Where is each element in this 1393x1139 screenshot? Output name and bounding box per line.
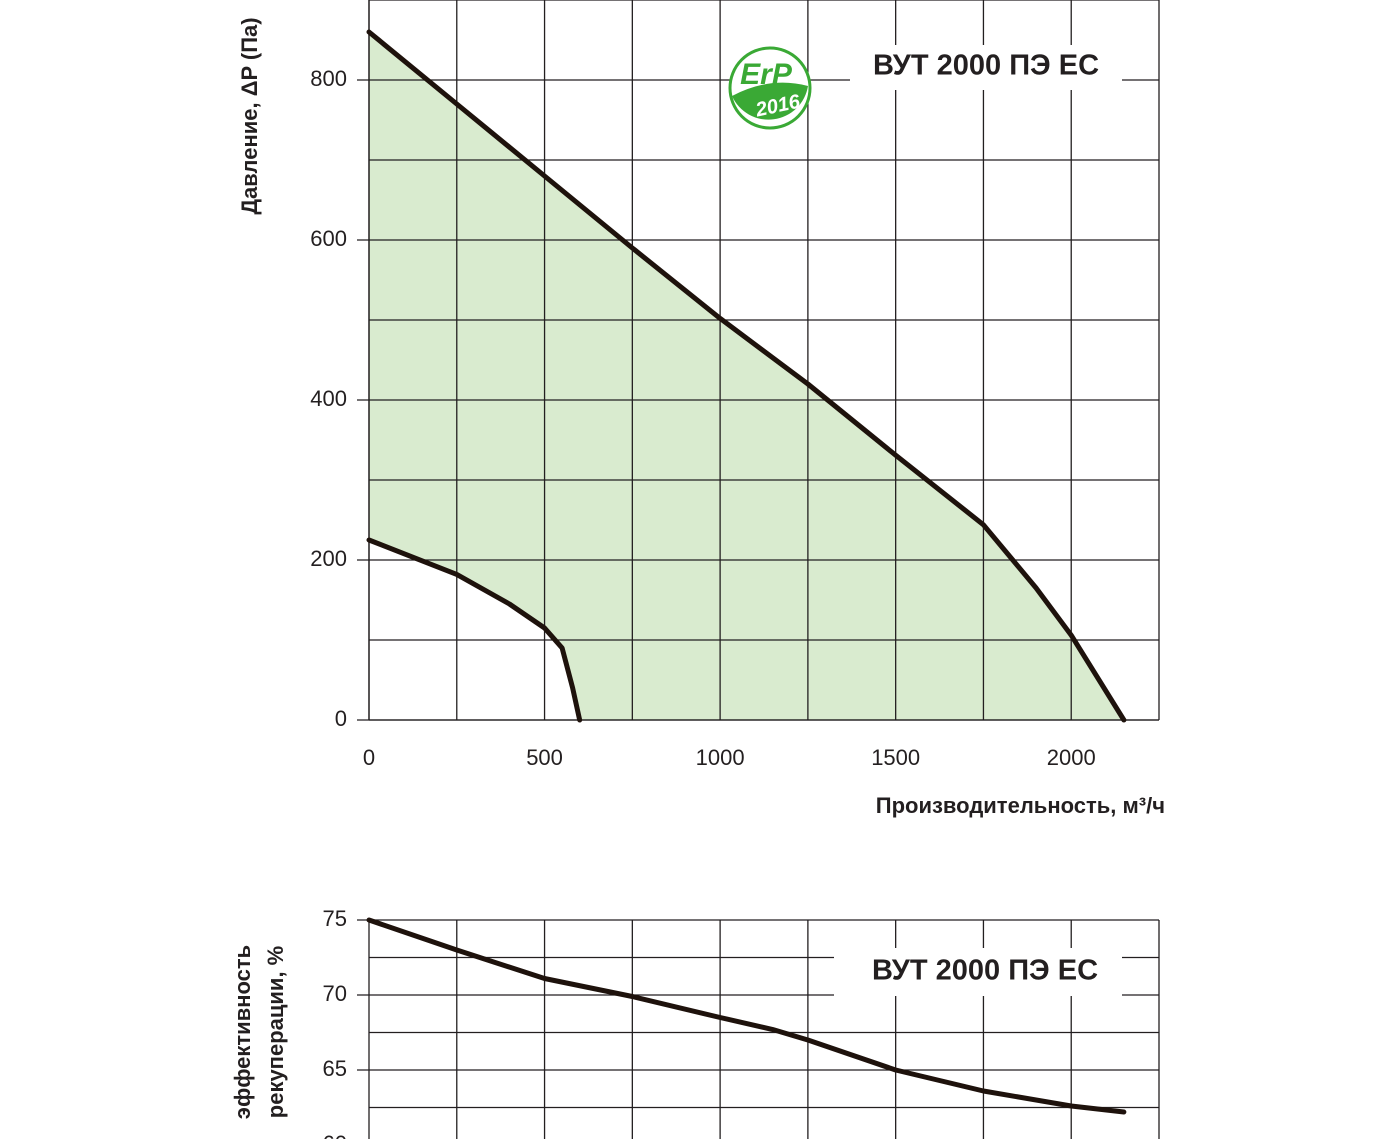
y-tick-label: 75 bbox=[323, 906, 347, 931]
curve bbox=[366, 537, 583, 723]
y-tick-label: 0 bbox=[335, 706, 347, 731]
operating-area bbox=[369, 32, 1124, 720]
y-tick-label: 200 bbox=[310, 546, 347, 571]
x-tick-label: 500 bbox=[526, 745, 563, 770]
x-tick-label: 1500 bbox=[871, 745, 920, 770]
chart-title: ВУТ 2000 ПЭ ЕС bbox=[872, 955, 1098, 987]
y-tick-label: 70 bbox=[323, 981, 347, 1006]
y-tick-label: 65 bbox=[323, 1056, 347, 1081]
x-tick-label: 0 bbox=[363, 745, 375, 770]
x-tick-label: 2000 bbox=[1047, 745, 1096, 770]
x-tick-label: 1000 bbox=[696, 745, 745, 770]
chart-title: ВУТ 2000 ПЭ ЕС bbox=[873, 50, 1099, 82]
title-box bbox=[850, 45, 1122, 90]
y-axis-label: рекуперации, % bbox=[263, 946, 288, 1118]
title-box bbox=[834, 948, 1122, 996]
y-tick-label: 60 bbox=[323, 1131, 347, 1139]
curve bbox=[366, 917, 1127, 1115]
logo-leaf bbox=[732, 82, 808, 120]
y-tick-label: 600 bbox=[310, 226, 347, 251]
y-axis-label: эффективность bbox=[230, 945, 255, 1119]
y-axis-label: Давление, ΔP (Па) bbox=[237, 17, 262, 214]
x-axis-label: Производительность, м³/ч bbox=[876, 793, 1165, 818]
curve bbox=[366, 29, 1127, 723]
logo-text: ErP bbox=[740, 58, 793, 91]
y-tick-label: 400 bbox=[310, 386, 347, 411]
y-tick-label: 800 bbox=[310, 66, 347, 91]
